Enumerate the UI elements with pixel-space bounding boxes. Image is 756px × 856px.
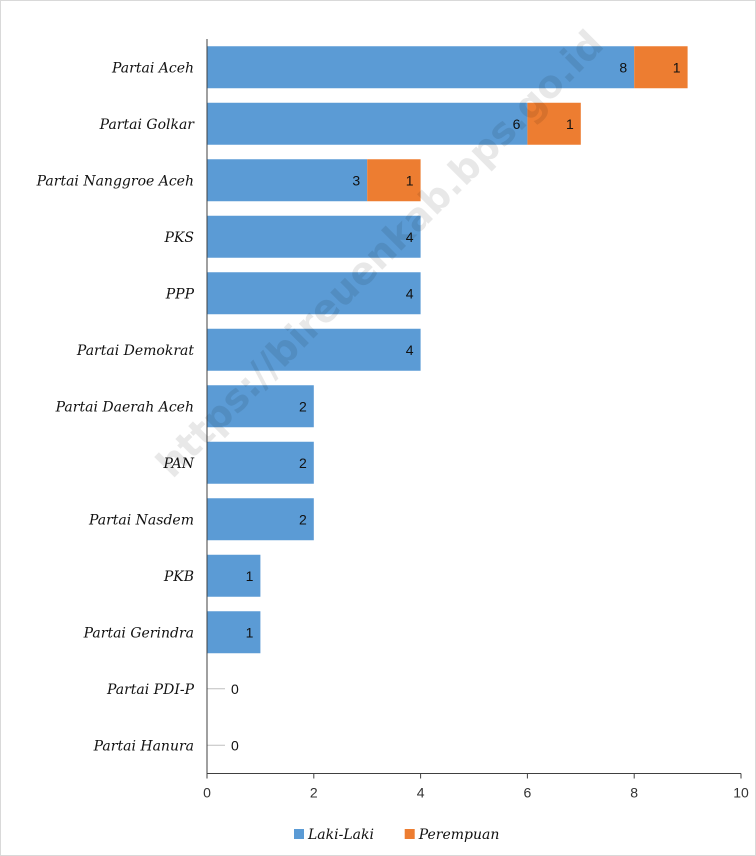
data-label: 0 — [231, 737, 239, 753]
bar-segment-laki-laki — [207, 46, 635, 89]
data-label: 4 — [406, 342, 414, 358]
bar-segment-laki-laki — [207, 159, 368, 202]
bar-segment-laki-laki — [207, 498, 314, 541]
legend: Laki-Laki Perempuan — [294, 827, 499, 843]
x-tick-label: 2 — [310, 785, 318, 801]
category-label: Partai Nanggroe Aceh — [36, 173, 194, 189]
data-label: 1 — [246, 624, 254, 640]
bar-segment-laki-laki — [207, 272, 421, 315]
data-label: 1 — [406, 172, 414, 188]
bar-segment-perempuan — [527, 102, 581, 145]
bars-layer — [207, 46, 688, 746]
legend-label: Laki-Laki — [307, 827, 374, 843]
x-tick-label: 6 — [524, 785, 532, 801]
data-label: 1 — [246, 568, 254, 584]
data-label: 1 — [673, 59, 681, 75]
legend-swatch-perempuan — [404, 829, 415, 839]
data-label: 1 — [566, 116, 574, 132]
category-label: Partai Golkar — [99, 117, 196, 133]
bar-segment-laki-laki — [207, 554, 261, 597]
labels-layer: Partai Aceh 8 1 Partai Golkar 6 1 Partai Nangg… — [36, 59, 681, 754]
data-label: 0 — [231, 681, 239, 697]
category-label: Partai Demokrat — [76, 343, 194, 359]
category-label: PAN — [163, 456, 195, 472]
legend-label: Perempuan — [418, 827, 500, 843]
data-label: 2 — [299, 398, 307, 414]
bar-segment-laki-laki — [207, 385, 314, 428]
category-label: PPP — [165, 286, 195, 302]
x-tick-label: 4 — [417, 785, 425, 801]
bar-segment-laki-laki — [207, 215, 421, 258]
x-tick-label: 10 — [733, 785, 749, 801]
category-label: Partai Daerah Aceh — [55, 399, 194, 415]
data-label: 4 — [406, 285, 414, 301]
data-label: 2 — [299, 511, 307, 527]
x-tick-label: 0 — [203, 785, 211, 801]
data-label: 3 — [352, 172, 360, 188]
category-label: Partai Nasdem — [88, 512, 194, 528]
bar-segment-laki-laki — [207, 102, 528, 145]
category-label: Partai PDI-P — [106, 682, 195, 698]
bar-segment-perempuan — [367, 159, 421, 202]
data-label: 4 — [406, 229, 414, 245]
category-label: PKB — [163, 569, 194, 585]
axis-layer: 0 2 4 6 8 10 — [203, 39, 749, 801]
category-label: Partai Aceh — [111, 60, 194, 76]
category-label: PKS — [164, 230, 194, 246]
x-tick-label: 8 — [630, 785, 638, 801]
bar-segment-laki-laki — [207, 441, 314, 484]
bar-segment-perempuan — [634, 46, 688, 89]
data-label: 2 — [299, 455, 307, 471]
legend-swatch-laki-laki — [294, 829, 304, 839]
bar-segment-laki-laki — [207, 611, 261, 654]
category-label: Partai Hanura — [93, 738, 194, 754]
bar-segment-laki-laki — [207, 328, 421, 371]
category-label: Partai Gerindra — [83, 625, 194, 641]
data-label: 8 — [619, 59, 627, 75]
data-label: 6 — [513, 116, 521, 132]
